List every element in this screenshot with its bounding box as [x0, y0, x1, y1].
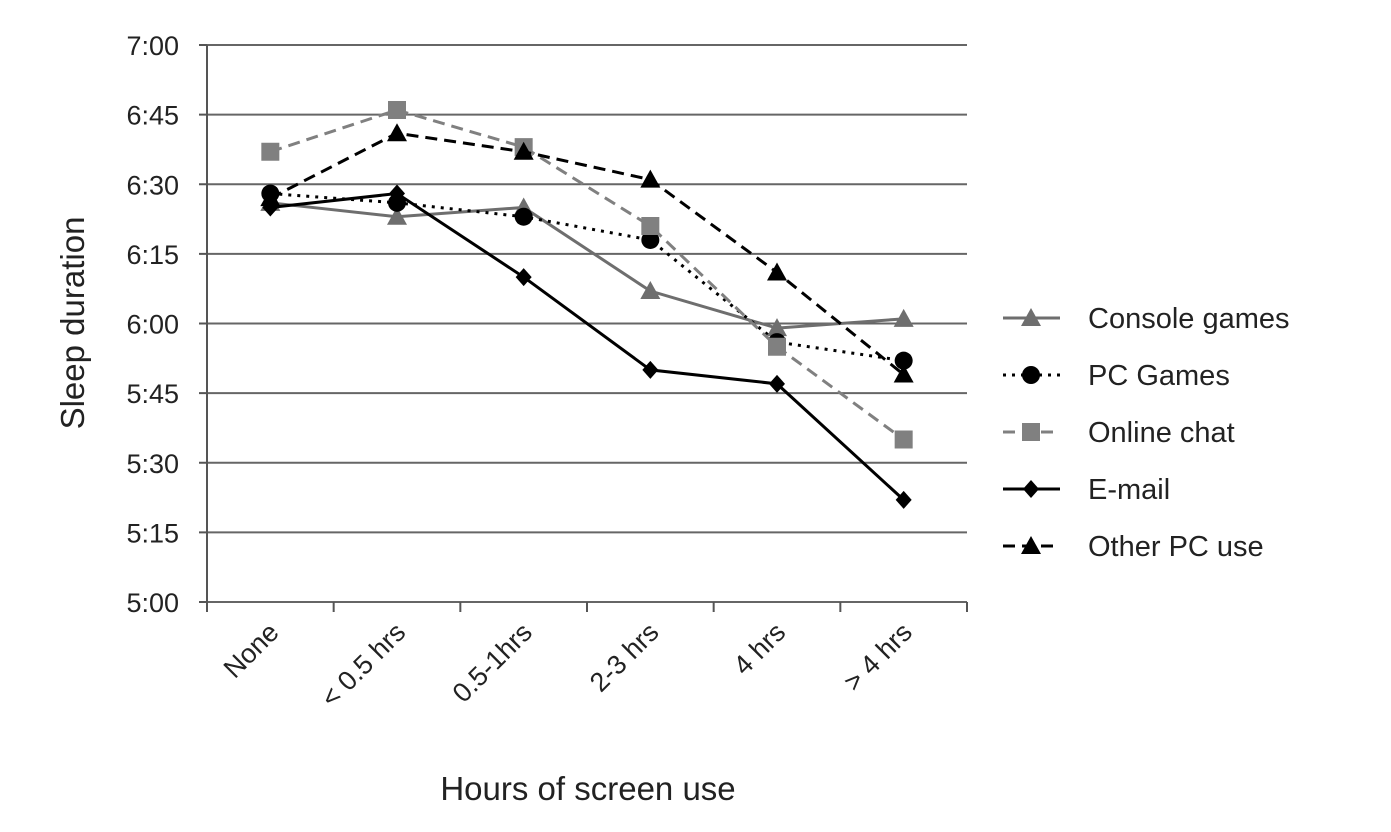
x-tick-label: 0.5-1hrs: [447, 617, 538, 708]
series: [262, 184, 912, 509]
legend-label: Console games: [1088, 303, 1290, 335]
y-tick-label: 6:00: [126, 310, 179, 340]
marker: [894, 430, 913, 449]
marker: [640, 169, 661, 188]
x-tick-label: < 0.5 hrs: [315, 617, 411, 713]
x-tick-label: 2-3 hrs: [584, 617, 665, 698]
marker: [893, 308, 914, 327]
x-tick-label: 4 hrs: [728, 617, 792, 681]
legend-marker: [1021, 536, 1041, 554]
series-line: [270, 201, 904, 330]
legend-label: Other PC use: [1088, 531, 1264, 563]
legend-marker: [1022, 366, 1040, 384]
marker: [767, 318, 787, 337]
marker: [387, 206, 407, 225]
series-line: [269, 108, 905, 441]
series: [260, 123, 914, 383]
legend-label: Online chat: [1088, 417, 1235, 449]
marker: [388, 193, 406, 212]
y-tick-label: 7:00: [126, 31, 179, 61]
x-tick-label: None: [218, 617, 285, 684]
legend-label: E-mail: [1088, 474, 1170, 506]
marker: [513, 141, 534, 160]
marker: [769, 374, 785, 393]
marker: [514, 207, 533, 226]
marker: [388, 100, 406, 119]
marker: [389, 184, 405, 203]
y-tick-label: 5:45: [126, 379, 179, 409]
legend-marker: [1022, 423, 1040, 441]
legend-marker: [1023, 480, 1039, 498]
legend-label: PC Games: [1088, 360, 1230, 392]
series-line: [270, 192, 904, 363]
x-tick-label: > 4 hrs: [838, 617, 918, 697]
series: [260, 192, 914, 337]
marker: [642, 360, 659, 379]
series: [261, 100, 913, 449]
x-axis-title: Hours of screen use: [440, 770, 735, 807]
marker: [768, 337, 786, 356]
series-line: [270, 191, 905, 501]
y-tick-label: 5:30: [126, 449, 179, 479]
y-tick-label: 5:15: [126, 518, 179, 548]
marker: [387, 123, 407, 142]
marker: [640, 281, 661, 300]
y-tick-label: 5:00: [126, 588, 179, 618]
marker: [894, 351, 913, 370]
marker: [641, 230, 660, 249]
marker: [893, 364, 914, 383]
y-tick-label: 6:15: [126, 240, 179, 270]
y-tick-label: 6:30: [126, 170, 179, 200]
y-axis-title: Sleep duration: [54, 217, 91, 430]
marker: [641, 217, 660, 236]
marker: [515, 268, 532, 287]
marker: [895, 490, 912, 509]
marker: [260, 188, 281, 207]
y-tick-label: 6:45: [126, 101, 179, 131]
series-line: [269, 131, 905, 376]
marker: [261, 142, 280, 161]
legend-marker: [1021, 308, 1041, 326]
marker: [767, 262, 787, 281]
